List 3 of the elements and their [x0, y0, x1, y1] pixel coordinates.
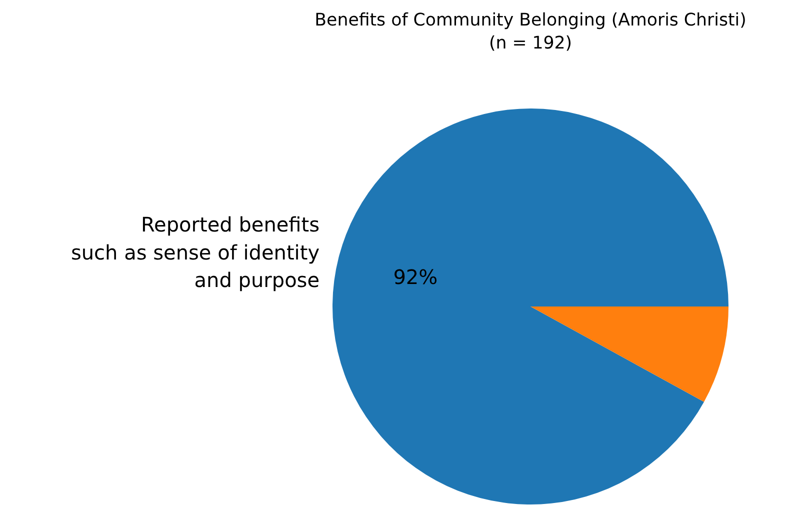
chart-title: Benefits of Community Belonging (Amoris Christi) (n = 192) [314, 10, 746, 54]
slice-label: Reported benefits such as sense of identity and purpose [70, 212, 320, 292]
data-label: 92% [393, 264, 438, 289]
